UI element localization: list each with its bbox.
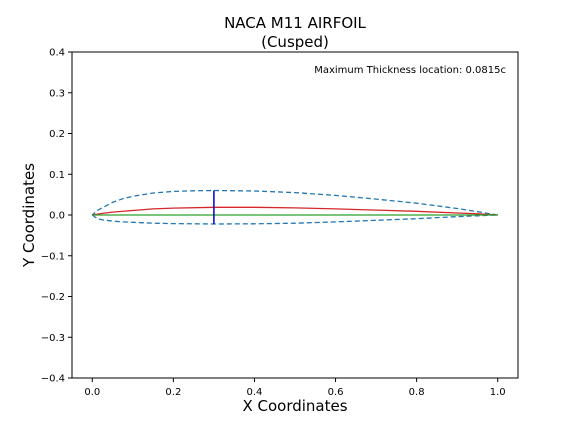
x-tick-label: 0.2 — [165, 387, 181, 398]
axis-ticks: 0.0 0.2 0.4 0.6 0.8 1.0−0.4−0.3−0.2−0.10.00.1… — [41, 48, 506, 399]
y-axis-label: Y Coordinates — [20, 163, 38, 268]
lower-surface-line — [92, 215, 497, 224]
y-tick-label: 0.2 — [49, 129, 65, 140]
max-thickness-annotation: Maximum Thickness location: 0.0815c — [314, 65, 506, 76]
x-tick-label: 1.0 — [490, 387, 506, 398]
x-axis-label: X Coordinates — [242, 397, 347, 415]
y-tick-label: −0.2 — [41, 292, 65, 303]
camber-line-line — [92, 207, 497, 215]
x-tick-label: 0.8 — [409, 387, 425, 398]
chart-title: NACA M11 AIRFOIL — [224, 14, 366, 32]
y-tick-label: 0.1 — [49, 170, 65, 181]
y-tick-label: −0.1 — [41, 251, 65, 262]
y-tick-label: −0.4 — [41, 374, 65, 385]
y-tick-label: 0.0 — [49, 211, 65, 222]
x-tick-label: 0.0 — [84, 387, 100, 398]
upper-surface-line — [92, 191, 497, 216]
y-tick-label: 0.3 — [49, 88, 65, 99]
plot-area — [92, 191, 497, 225]
y-tick-label: −0.3 — [41, 333, 65, 344]
chart-subtitle: (Cusped) — [261, 33, 329, 51]
y-tick-label: 0.4 — [49, 48, 65, 59]
